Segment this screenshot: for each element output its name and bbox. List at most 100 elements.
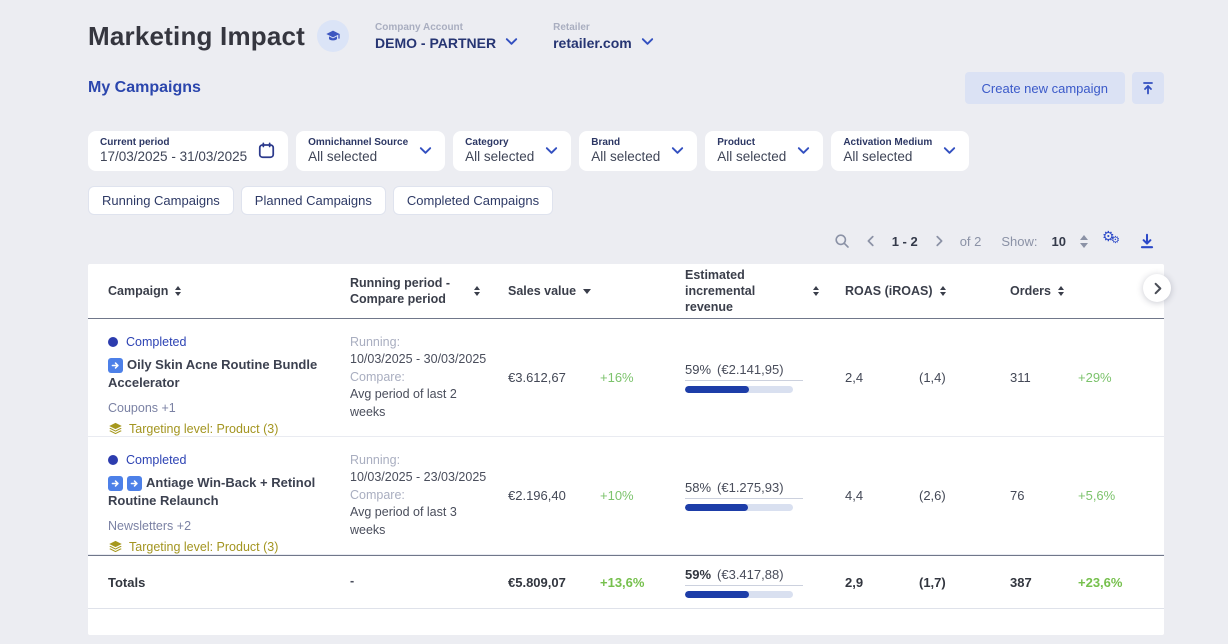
compare-period: Avg period of last 3 weeks <box>350 504 492 539</box>
page-size-stepper[interactable] <box>1080 235 1088 248</box>
retailer-label: Retailer <box>553 22 632 33</box>
campaign-row[interactable]: Completed Oily Skin Acne Routine Bundle … <box>88 319 1164 437</box>
incremental-value: (€2.141,95) <box>717 362 784 377</box>
column-header-campaign[interactable]: Campaign <box>108 283 350 299</box>
academy-icon[interactable] <box>317 20 349 52</box>
incremental-progress-fill <box>685 591 749 598</box>
incremental-label: 59% (€2.141,95) <box>685 362 803 381</box>
period-cell: Running: 10/03/2025 - 30/03/2025 Compare… <box>350 334 500 422</box>
filter-value: All selected <box>591 149 660 164</box>
layers-icon <box>108 539 123 554</box>
iroas-value: (2,6) <box>919 488 946 503</box>
layers-icon <box>108 421 123 436</box>
filter-product[interactable]: Product All selected <box>705 131 823 171</box>
chevron-right-icon <box>932 234 946 248</box>
tab-planned-campaigns[interactable]: Planned Campaigns <box>241 186 386 215</box>
column-header-roas[interactable]: ROAS (iROAS) <box>835 283 1000 299</box>
orders-value: 76 <box>1010 488 1078 503</box>
status-dot-icon <box>108 455 118 465</box>
collapse-top-button[interactable] <box>1132 72 1164 104</box>
orders-delta: +29% <box>1078 370 1112 385</box>
next-page-button[interactable] <box>932 234 946 248</box>
campaign-targeting: Targeting level: Product (3) <box>108 539 334 554</box>
retailer-selector[interactable]: Retailer retailer.com <box>553 22 655 51</box>
roas-value: 4,4 <box>845 488 919 503</box>
column-header-period[interactable]: Running period - Compare period <box>350 275 492 307</box>
sales-value: €3.612,67 <box>508 370 600 385</box>
scroll-columns-right-button[interactable] <box>1143 274 1171 302</box>
stepper-down-icon <box>1080 243 1088 248</box>
campaign-name-text: Oily Skin Acne Routine Bundle Accelerato… <box>108 357 317 390</box>
iroas-value: (1,7) <box>919 575 946 590</box>
totals-period: - <box>350 573 500 591</box>
incremental-pct: 59% <box>685 362 711 377</box>
tab-completed-campaigns[interactable]: Completed Campaigns <box>393 186 553 215</box>
search-button[interactable] <box>834 233 850 249</box>
chevron-down-icon <box>418 143 433 158</box>
section-toolbar: My Campaigns Create new campaign <box>88 72 1164 104</box>
chevron-left-icon <box>864 234 878 248</box>
channel-arrow-icon <box>127 476 142 491</box>
campaign-targeting: Targeting level: Product (3) <box>108 421 334 436</box>
targeting-label: Targeting level: Product (3) <box>129 540 278 554</box>
sort-icon <box>940 286 946 296</box>
totals-row: Totals - €5.809,07 +13,6% 59% (€3.417,88… <box>88 555 1164 609</box>
download-button[interactable] <box>1138 232 1156 250</box>
sort-icon <box>175 286 181 296</box>
company-account-value: DEMO - PARTNER <box>375 35 496 51</box>
filter-brand[interactable]: Brand All selected <box>579 131 697 171</box>
campaign-row[interactable]: Completed Antiage Win-Back + Retinol Rou… <box>88 437 1164 555</box>
totals-orders-cell: 387 +23,6% <box>1000 575 1164 590</box>
roas-cell: 4,4 (2,6) <box>835 488 1000 503</box>
incremental-pct: 59% <box>685 567 711 582</box>
targeting-label: Targeting level: Product (3) <box>129 422 278 436</box>
column-label: Campaign <box>108 283 168 299</box>
incremental-progress-bar <box>685 504 793 511</box>
context-selectors: Company Account DEMO - PARTNER Retailer … <box>375 22 655 51</box>
column-label: Sales value <box>508 283 576 299</box>
show-value: 10 <box>1052 234 1066 249</box>
column-settings-button[interactable]: ⚙ ⚙ <box>1102 231 1124 251</box>
filter-activation-medium[interactable]: Activation Medium All selected <box>831 131 969 171</box>
running-label: Running: <box>350 334 492 352</box>
filter-value: All selected <box>308 149 408 164</box>
sales-cell: €2.196,40 +10% <box>500 488 675 503</box>
column-label: ROAS (iROAS) <box>845 283 933 299</box>
tab-running-campaigns[interactable]: Running Campaigns <box>88 186 234 215</box>
sort-icon <box>813 286 819 296</box>
incremental-value: (€1.275,93) <box>717 480 784 495</box>
column-header-orders[interactable]: Orders <box>1000 283 1164 299</box>
roas-value: 2,9 <box>845 575 919 590</box>
retailer-value: retailer.com <box>553 35 632 51</box>
orders-value: 311 <box>1010 370 1078 385</box>
filter-bar: Current period 17/03/2025 - 31/03/2025 O… <box>88 131 1164 171</box>
chevron-down-icon <box>504 34 519 49</box>
sort-icon <box>474 286 480 296</box>
column-header-incremental[interactable]: Estimated incremental revenue <box>675 267 831 315</box>
campaign-channels: Coupons +1 <box>108 401 334 415</box>
totals-label: Totals <box>108 575 350 590</box>
page: Marketing Impact Company Account DEMO - … <box>88 0 1164 635</box>
running-dates: 10/03/2025 - 30/03/2025 <box>350 351 492 369</box>
filter-omnichannel-source[interactable]: Omnichannel Source All selected <box>296 131 445 171</box>
filter-label: Category <box>465 137 534 148</box>
column-label: Orders <box>1010 283 1051 299</box>
prev-page-button[interactable] <box>864 234 878 248</box>
filter-current-period[interactable]: Current period 17/03/2025 - 31/03/2025 <box>88 131 288 171</box>
create-campaign-button[interactable]: Create new campaign <box>965 72 1125 104</box>
chevron-right-icon <box>1150 281 1165 296</box>
stepper-up-icon <box>1080 235 1088 240</box>
column-header-sales-value[interactable]: Sales value <box>500 283 675 299</box>
iroas-value: (1,4) <box>919 370 946 385</box>
campaign-name: Oily Skin Acne Routine Bundle Accelerato… <box>108 356 334 392</box>
compare-period: Avg period of last 2 weeks <box>350 386 492 421</box>
company-account-selector[interactable]: Company Account DEMO - PARTNER <box>375 22 519 51</box>
filter-value: All selected <box>717 149 786 164</box>
totals-sales-cell: €5.809,07 +13,6% <box>500 575 675 590</box>
filter-category[interactable]: Category All selected <box>453 131 571 171</box>
campaign-channels: Newsletters +2 <box>108 519 334 533</box>
show-label: Show: <box>1001 234 1037 249</box>
filter-label: Omnichannel Source <box>308 137 408 148</box>
page-total: of 2 <box>960 234 982 249</box>
search-icon <box>834 233 850 249</box>
